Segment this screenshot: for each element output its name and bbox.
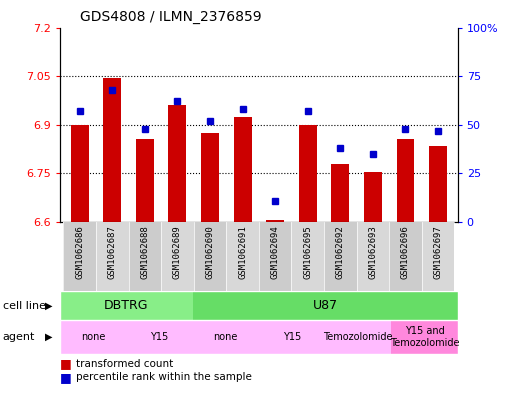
Text: ■: ■ [60,357,72,370]
Text: none: none [81,332,106,342]
Bar [136,140,154,222]
Text: GSM1062688: GSM1062688 [140,225,150,279]
Text: GSM1062691: GSM1062691 [238,225,247,279]
Text: cell line: cell line [3,301,46,310]
Bar [389,222,422,291]
Bar [96,222,129,291]
Bar [60,291,192,320]
Text: GSM1062695: GSM1062695 [303,225,312,279]
Bar [161,222,194,291]
Bar [192,320,259,354]
Text: GSM1062693: GSM1062693 [368,225,378,279]
Bar [129,222,161,291]
Bar [60,320,127,354]
Bar [396,140,414,222]
Bar [226,222,259,291]
Bar [168,105,186,222]
Bar [71,125,89,222]
Text: U87: U87 [313,299,338,312]
Bar [104,78,121,222]
Bar [325,320,391,354]
Text: GSM1062687: GSM1062687 [108,225,117,279]
Bar [63,222,96,291]
Text: GSM1062692: GSM1062692 [336,225,345,279]
Bar [422,222,454,291]
Bar [391,320,458,354]
Text: GSM1062689: GSM1062689 [173,225,182,279]
Bar [291,222,324,291]
Bar [194,222,226,291]
Bar [127,320,192,354]
Text: GSM1062694: GSM1062694 [271,225,280,279]
Bar [192,291,458,320]
Text: Y15 and
Temozolomide: Y15 and Temozolomide [390,326,459,348]
Bar [324,222,357,291]
Text: GSM1062686: GSM1062686 [75,225,84,279]
Bar [266,220,284,222]
Text: Y15: Y15 [283,332,301,342]
Text: DBTRG: DBTRG [104,299,149,312]
Text: GSM1062697: GSM1062697 [434,225,442,279]
Text: none: none [213,332,238,342]
Text: agent: agent [3,332,35,342]
Text: GDS4808 / ILMN_2376859: GDS4808 / ILMN_2376859 [80,10,262,24]
Bar [259,222,291,291]
Text: ■: ■ [60,371,72,384]
Text: Temozolomide: Temozolomide [324,332,393,342]
Text: Y15: Y15 [151,332,168,342]
Bar [364,172,382,222]
Text: ▶: ▶ [45,301,52,310]
Text: transformed count: transformed count [76,358,173,369]
Bar [429,146,447,222]
Bar [332,163,349,222]
Bar [201,133,219,222]
Bar [357,222,389,291]
Bar [299,125,317,222]
Text: percentile rank within the sample: percentile rank within the sample [76,372,252,382]
Bar [259,320,325,354]
Text: ▶: ▶ [45,332,52,342]
Bar [234,117,252,222]
Text: GSM1062690: GSM1062690 [206,225,214,279]
Text: GSM1062696: GSM1062696 [401,225,410,279]
